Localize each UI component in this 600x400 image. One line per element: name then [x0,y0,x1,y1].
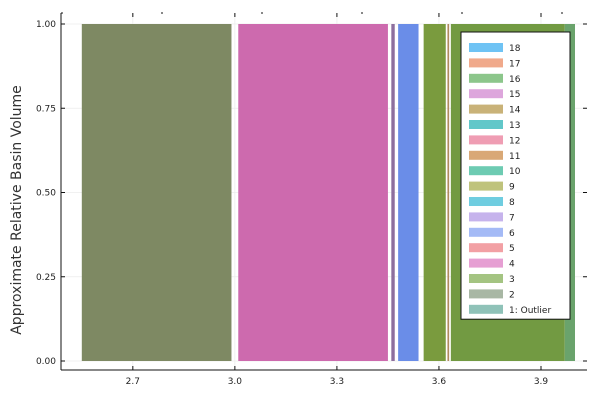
y-tick-label: 0.75 [36,104,56,114]
legend-swatch [469,89,503,99]
legend-label: 11 [509,152,520,162]
legend-swatch [469,73,503,83]
legend-label: 2 [509,290,515,300]
x-tick-label: 3.0 [228,377,243,387]
basin-region-4 [398,24,419,361]
y-tick-label: 1.00 [36,20,56,30]
legend-swatch [469,104,503,114]
x-tick-label: 2.7 [126,377,140,387]
legend-label: 9 [509,183,515,193]
x-tick-label: 3.9 [534,377,549,387]
basin-region-1 [81,24,232,361]
legend-label: 16 [509,75,521,85]
legend-label: 7 [509,213,515,223]
legend-swatch [469,43,503,52]
legend: 18 17 16 15 14 13 12 11 10 9 8 7 6 5 4 3 2 1: Outlier [460,31,571,320]
y-axis-ticks: 0.00 0.25 0.50 0.75 1.00 [36,20,587,367]
basin-region-2 [238,24,388,361]
legend-label: 12 [509,136,520,146]
legend-swatch [469,289,503,299]
basin-region-6 [447,24,450,361]
basin-region-5 [423,24,446,361]
x-tick-label: 3.3 [330,377,344,387]
legend-swatch [469,212,503,222]
legend-swatch [469,166,503,176]
x-tick-label: 3.6 [432,377,447,387]
x-axis-ticks: 2.7 3.0 3.3 3.6 3.9 [126,13,549,387]
legend-swatch [469,58,503,68]
y-tick-label: 0.25 [36,273,56,283]
legend-swatch [469,258,503,268]
legend-label: 6 [509,229,515,239]
legend-label: 10 [509,167,521,177]
legend-swatch [469,243,503,253]
legend-label: 8 [509,198,515,208]
legend-label: 18 [509,44,521,54]
axes [60,12,587,371]
legend-swatch [469,304,503,314]
legend-swatch [469,197,503,206]
legend-label: 3 [509,275,515,285]
legend-swatch [469,181,503,191]
y-axis-title: Approximate Relative Basin Volume [9,85,25,335]
y-tick-label: 0.50 [36,189,56,199]
legend-label: 13 [509,121,520,131]
legend-swatch [469,274,503,283]
legend-label: 15 [509,90,520,100]
legend-label: 14 [509,106,521,116]
legend-label: 1: Outlier [509,306,551,316]
legend-swatch [469,150,503,160]
legend-label: 17 [509,59,520,69]
legend-swatch [469,120,503,129]
basin-region-3 [391,24,395,361]
y-tick-label: 0.00 [36,357,56,367]
legend-swatch [469,227,503,237]
legend-label: 4 [509,260,515,270]
legend-swatch [469,135,503,145]
legend-label: 5 [509,244,515,254]
